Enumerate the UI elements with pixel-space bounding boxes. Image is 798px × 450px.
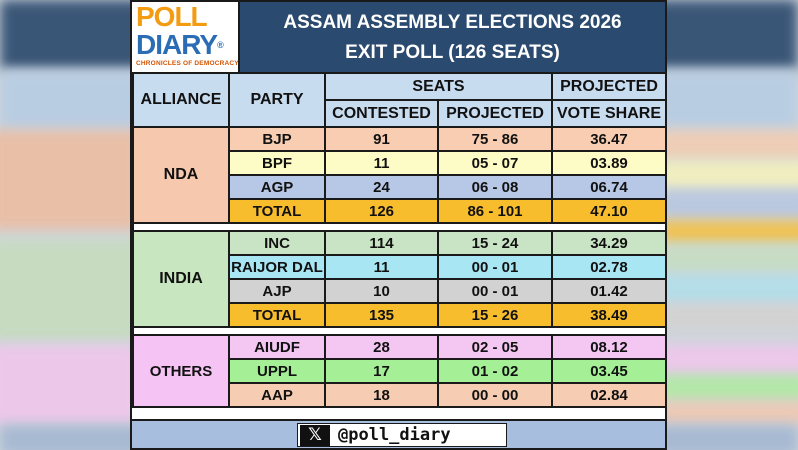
x-logo-icon: 𝕏 <box>300 424 330 446</box>
section-divider-cell <box>132 326 667 336</box>
logo-word-diary-text: DIARY <box>136 29 218 60</box>
seats-contested: 10 <box>324 278 439 304</box>
alliance-label-nda: NDA <box>132 126 230 224</box>
page-subtitle: EXIT POLL (126 SEATS) <box>345 42 560 63</box>
col-header-contested: CONTESTED <box>324 99 439 128</box>
section-divider <box>132 326 667 336</box>
party-name: INC <box>228 230 326 256</box>
bg-band <box>0 130 140 230</box>
vote-share: 06.74 <box>551 174 667 200</box>
section-divider <box>132 222 667 232</box>
bg-band <box>660 130 798 160</box>
party-name: AIUDF <box>228 334 326 360</box>
vote-share: 08.12 <box>551 334 667 360</box>
vote-share: 47.10 <box>551 198 667 224</box>
table-row: AAP 18 00 - 00 02.84 <box>133 382 667 408</box>
vote-share: 03.45 <box>551 358 667 384</box>
vote-share: 03.89 <box>551 150 667 176</box>
col-header-alliance: ALLIANCE <box>132 72 230 128</box>
logo-word-diary: DIARY® <box>136 29 224 60</box>
seats-projected: 86 - 101 <box>437 198 553 224</box>
seats-contested: 126 <box>324 198 439 224</box>
party-name: AJP <box>228 278 326 304</box>
table-row: INDIA INC 114 15 - 24 34.29 <box>132 230 667 328</box>
table-row: BPF 11 05 - 07 03.89 <box>133 150 667 176</box>
vote-share: 01.42 <box>551 278 667 304</box>
seats-projected: 01 - 02 <box>437 358 553 384</box>
poll-diary-logo: POLL DIARY® CHRONICLES OF DEMOCRACY <box>132 2 240 72</box>
table-row: AGP 24 06 - 08 06.74 <box>133 174 667 200</box>
seats-contested: 18 <box>324 382 439 408</box>
party-name: TOTAL <box>228 302 326 328</box>
seats-contested: 135 <box>324 302 439 328</box>
bg-band <box>660 345 798 375</box>
party-name: RAIJOR DAL <box>228 254 326 280</box>
alliance-label-others: OTHERS <box>132 334 230 408</box>
section-divider-cell <box>132 222 667 232</box>
bg-band <box>660 401 798 425</box>
table-row: NDA BJP 91 75 - 86 36.47 <box>132 126 667 224</box>
seats-contested: 11 <box>324 254 439 280</box>
table-row: RAIJOR DAL 11 00 - 01 02.78 <box>133 254 667 280</box>
alliance-label-india: INDIA <box>132 230 230 328</box>
exit-poll-table: ALLIANCE PARTY SEATS PROJECTED CONTESTED… <box>132 72 667 408</box>
logo-word-poll: POLL <box>136 1 208 32</box>
seats-projected: 06 - 08 <box>437 174 553 200</box>
party-name: AGP <box>228 174 326 200</box>
col-header-party: PARTY <box>228 72 326 128</box>
table-row: UPPL 17 01 - 02 03.45 <box>133 358 667 384</box>
party-name: BJP <box>228 126 326 152</box>
party-name: BPF <box>228 150 326 176</box>
social-handle-badge[interactable]: 𝕏 @poll_diary <box>297 423 507 447</box>
social-handle: @poll_diary <box>338 425 451 445</box>
bg-band <box>660 274 798 304</box>
bg-band <box>660 220 798 244</box>
bg-band <box>660 304 798 330</box>
col-header-vote-share-line1: PROJECTED <box>551 72 667 101</box>
seats-projected: 05 - 07 <box>437 150 553 176</box>
seats-projected: 15 - 24 <box>437 230 553 256</box>
seats-contested: 17 <box>324 358 439 384</box>
table-row-total: TOTAL 135 15 - 26 38.49 <box>133 302 667 328</box>
seats-projected: 02 - 05 <box>437 334 553 360</box>
seats-contested: 114 <box>324 230 439 256</box>
logo-tagline: CHRONICLES OF DEMOCRACY <box>136 60 239 67</box>
header-banner: POLL DIARY® CHRONICLES OF DEMOCRACY ASSA… <box>132 2 665 72</box>
table-row: OTHERS AIUDF 28 02 - 05 08.12 <box>132 334 667 408</box>
party-name: UPPL <box>228 358 326 384</box>
bg-band <box>660 160 798 190</box>
seats-projected: 75 - 86 <box>437 126 553 152</box>
bg-band <box>660 375 798 401</box>
seats-contested: 91 <box>324 126 439 152</box>
seats-projected: 00 - 01 <box>437 254 553 280</box>
seats-contested: 11 <box>324 150 439 176</box>
seats-projected: 15 - 26 <box>437 302 553 328</box>
party-name: AAP <box>228 382 326 408</box>
page-title: ASSAM ASSEMBLY ELECTIONS 2026 <box>283 12 622 33</box>
table-row: AJP 10 00 - 01 01.42 <box>133 278 667 304</box>
vote-share: 02.84 <box>551 382 667 408</box>
footer-bar: 𝕏 @poll_diary <box>132 419 665 448</box>
registered-mark: ® <box>217 40 224 50</box>
vote-share: 38.49 <box>551 302 667 328</box>
col-header-projected: PROJECTED <box>437 99 553 128</box>
vote-share: 02.78 <box>551 254 667 280</box>
col-header-seats: SEATS <box>324 72 553 101</box>
col-header-vote-share-line2: VOTE SHARE <box>551 99 667 128</box>
seats-projected: 00 - 01 <box>437 278 553 304</box>
bg-band <box>660 244 798 274</box>
seats-contested: 24 <box>324 174 439 200</box>
exit-poll-card: POLL DIARY® CHRONICLES OF DEMOCRACY ASSA… <box>130 0 667 450</box>
seats-contested: 28 <box>324 334 439 360</box>
bg-band <box>0 240 140 340</box>
table-row-total: TOTAL 126 86 - 101 47.10 <box>133 198 667 224</box>
party-name: TOTAL <box>228 198 326 224</box>
vote-share: 34.29 <box>551 230 667 256</box>
vote-share: 36.47 <box>551 126 667 152</box>
bg-band <box>660 190 798 220</box>
bg-band <box>0 345 140 425</box>
seats-projected: 00 - 00 <box>437 382 553 408</box>
